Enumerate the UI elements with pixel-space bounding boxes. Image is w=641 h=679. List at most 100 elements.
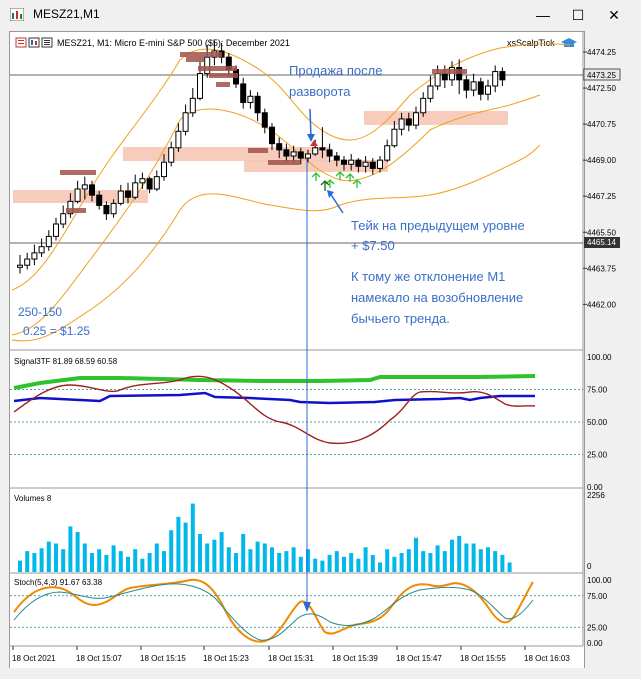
bull-candle: [391, 128, 398, 147]
current-price-label: 4473.25: [587, 71, 616, 80]
price-zone: [364, 111, 508, 125]
bull-candle: [290, 151, 297, 157]
price-tick-label: 4472.50: [587, 84, 616, 93]
close-button[interactable]: ✕: [608, 7, 620, 23]
price-tick-label: 4469.00: [587, 156, 616, 165]
bull-candle: [377, 159, 383, 169]
volume-bar: [464, 543, 469, 572]
deviation-note-line2: намекало на возобновление: [351, 290, 523, 305]
signal-line-red: [13, 375, 536, 445]
volume-bar: [406, 549, 411, 572]
price-tick-label: 4462.00: [587, 300, 616, 309]
price-tick-label: 4463.75: [587, 264, 616, 273]
bear-candle: [297, 151, 304, 159]
volume-bar: [255, 541, 260, 572]
bull-candle: [110, 202, 117, 215]
sell-arrow-head-icon: [307, 134, 315, 142]
bull-candle: [305, 153, 311, 159]
bear-candle: [283, 149, 290, 157]
bull-candle: [492, 71, 499, 87]
volume-bar: [154, 543, 159, 572]
time-tick-label: 18 Oct 2021: [12, 654, 56, 663]
window-titlebar: MESZ21,M1 — ☐ ✕: [0, 0, 641, 30]
bull-candle: [312, 147, 319, 155]
volume-bar: [54, 543, 58, 572]
level-marker: [248, 148, 268, 153]
volume-bar: [378, 562, 382, 572]
bear-candle: [499, 71, 506, 81]
bear-candle: [405, 118, 412, 126]
price-tick-label: 4467.25: [587, 192, 616, 201]
volume-bar: [349, 553, 354, 572]
volume-bar: [363, 547, 368, 572]
volume-bar: [90, 553, 94, 572]
level-marker: [180, 52, 222, 57]
volume-bar: [133, 549, 138, 572]
signal-tick-label: 100.00: [587, 353, 612, 362]
time-tick-label: 18 Oct 16:03: [524, 654, 570, 663]
time-tick-label: 18 Oct 15:31: [268, 654, 314, 663]
volume-bar: [450, 539, 454, 572]
stoch-signal-line: [13, 583, 534, 641]
bull-candle: [38, 246, 45, 254]
bull-candle: [197, 73, 203, 99]
trade-annotations: [303, 108, 362, 612]
volume-bar: [392, 556, 397, 572]
time-tick-label: 18 Oct 15:39: [332, 654, 378, 663]
volume-bar: [370, 554, 375, 572]
volume-bar: [75, 532, 80, 572]
chart-header-icons: [15, 37, 53, 48]
price-tick-label: 4465.50: [587, 228, 616, 237]
bull-candle: [117, 190, 124, 204]
volume-bar: [205, 543, 210, 572]
bull-candle: [67, 200, 74, 215]
volume-bar: [219, 532, 224, 572]
bull-candle: [81, 184, 88, 190]
take-note-line2: + $7.50: [351, 238, 395, 253]
time-tick-label: 18 Oct 15:15: [140, 654, 186, 663]
time-tick-label: 18 Oct 15:55: [460, 654, 506, 663]
level-marker: [268, 160, 300, 165]
bull-candle: [153, 176, 160, 190]
volume-bar: [183, 522, 188, 572]
volume-bar: [234, 553, 238, 572]
volume-bar: [97, 549, 102, 572]
bull-candle: [420, 97, 427, 114]
stoch-tick-label: 25.00: [587, 623, 608, 632]
bull-candle: [470, 81, 477, 91]
minimize-button[interactable]: —: [536, 7, 550, 23]
volume-bar: [169, 530, 174, 572]
volume-bar: [68, 526, 73, 572]
volume-bar: [140, 558, 145, 572]
graduation-cap-icon: [561, 38, 577, 47]
volume-bar: [262, 543, 267, 572]
bear-candle: [146, 178, 153, 190]
bull-candle: [60, 213, 67, 225]
volume-bar: [61, 549, 66, 572]
bear-candle: [369, 161, 376, 169]
volume-bar: [414, 537, 418, 572]
volume-bar: [270, 547, 274, 572]
volume-bar: [399, 553, 404, 572]
main-grid: [10, 74, 583, 244]
bull-candle: [384, 145, 391, 161]
bull-candle: [189, 97, 196, 114]
volume-bar: [471, 543, 476, 572]
stoch-main-line: [13, 578, 534, 643]
volume-bar: [291, 547, 296, 572]
volume-bar: [118, 551, 123, 572]
bull-candle: [362, 161, 369, 167]
bull-candle: [348, 159, 355, 165]
volume-bar: [18, 560, 22, 572]
chart-window-icon: [10, 8, 24, 21]
level-marker: [66, 208, 86, 213]
volume-bar: [277, 553, 282, 572]
bear-candle: [326, 149, 333, 157]
level-markers: [60, 52, 467, 213]
maximize-button[interactable]: ☐: [571, 7, 585, 23]
volume-bar: [46, 541, 51, 572]
volume-bar: [356, 558, 361, 572]
expert-advisor-name: xsScalpTick: [507, 38, 555, 48]
bull-candle: [182, 112, 189, 132]
